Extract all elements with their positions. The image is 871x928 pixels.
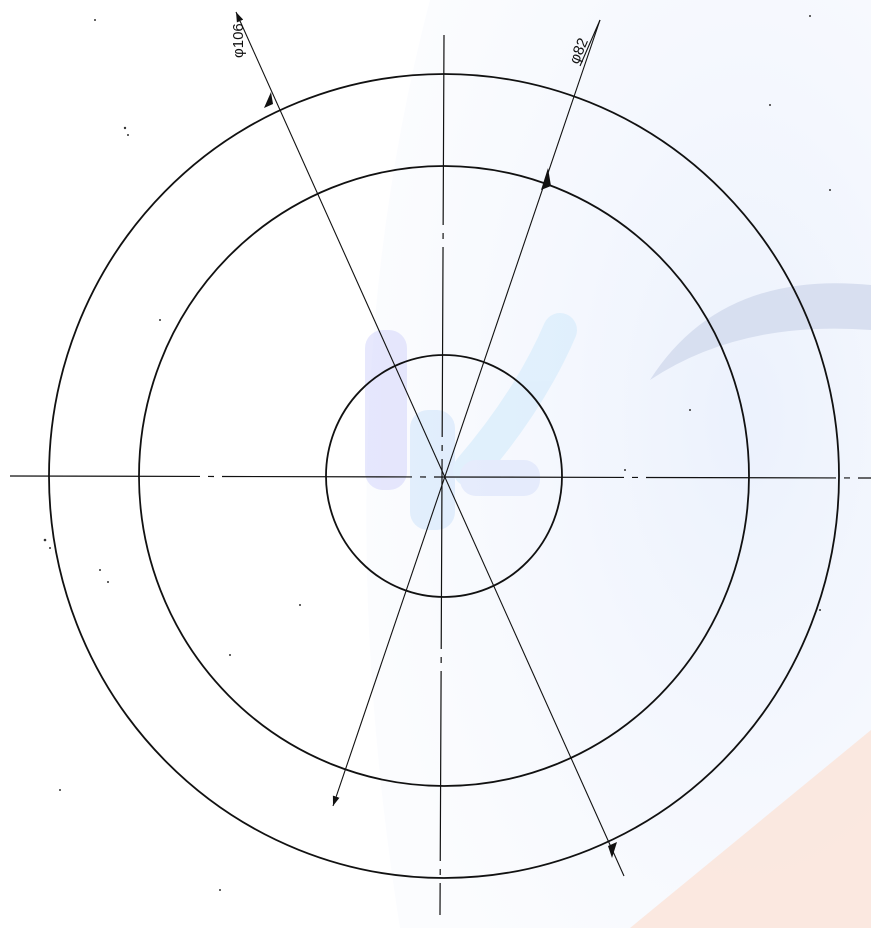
inner-circle bbox=[325, 354, 563, 598]
vertical-centerline bbox=[439, 34, 445, 916]
arrowhead-middle-top bbox=[541, 168, 551, 190]
horizontal-centerline bbox=[9, 475, 871, 479]
dimension-label-outer: φ106 bbox=[230, 23, 247, 58]
dimension-leader-middle bbox=[579, 19, 601, 67]
watermark bbox=[365, 0, 871, 928]
circles bbox=[48, 73, 840, 879]
dimension-outer: φ106 bbox=[230, 11, 625, 877]
arrowhead-outer-top bbox=[264, 92, 273, 108]
middle-circle bbox=[138, 165, 750, 787]
dimension-line-outer bbox=[235, 11, 625, 877]
dimension-line-middle bbox=[332, 19, 601, 807]
arrowhead-outer-bottom bbox=[608, 842, 617, 858]
scan-specks bbox=[43, 15, 831, 891]
outer-circle bbox=[48, 73, 840, 879]
arrowheads-middle bbox=[541, 168, 551, 190]
arrowheads-outer bbox=[264, 92, 617, 858]
centerlines bbox=[9, 34, 871, 916]
